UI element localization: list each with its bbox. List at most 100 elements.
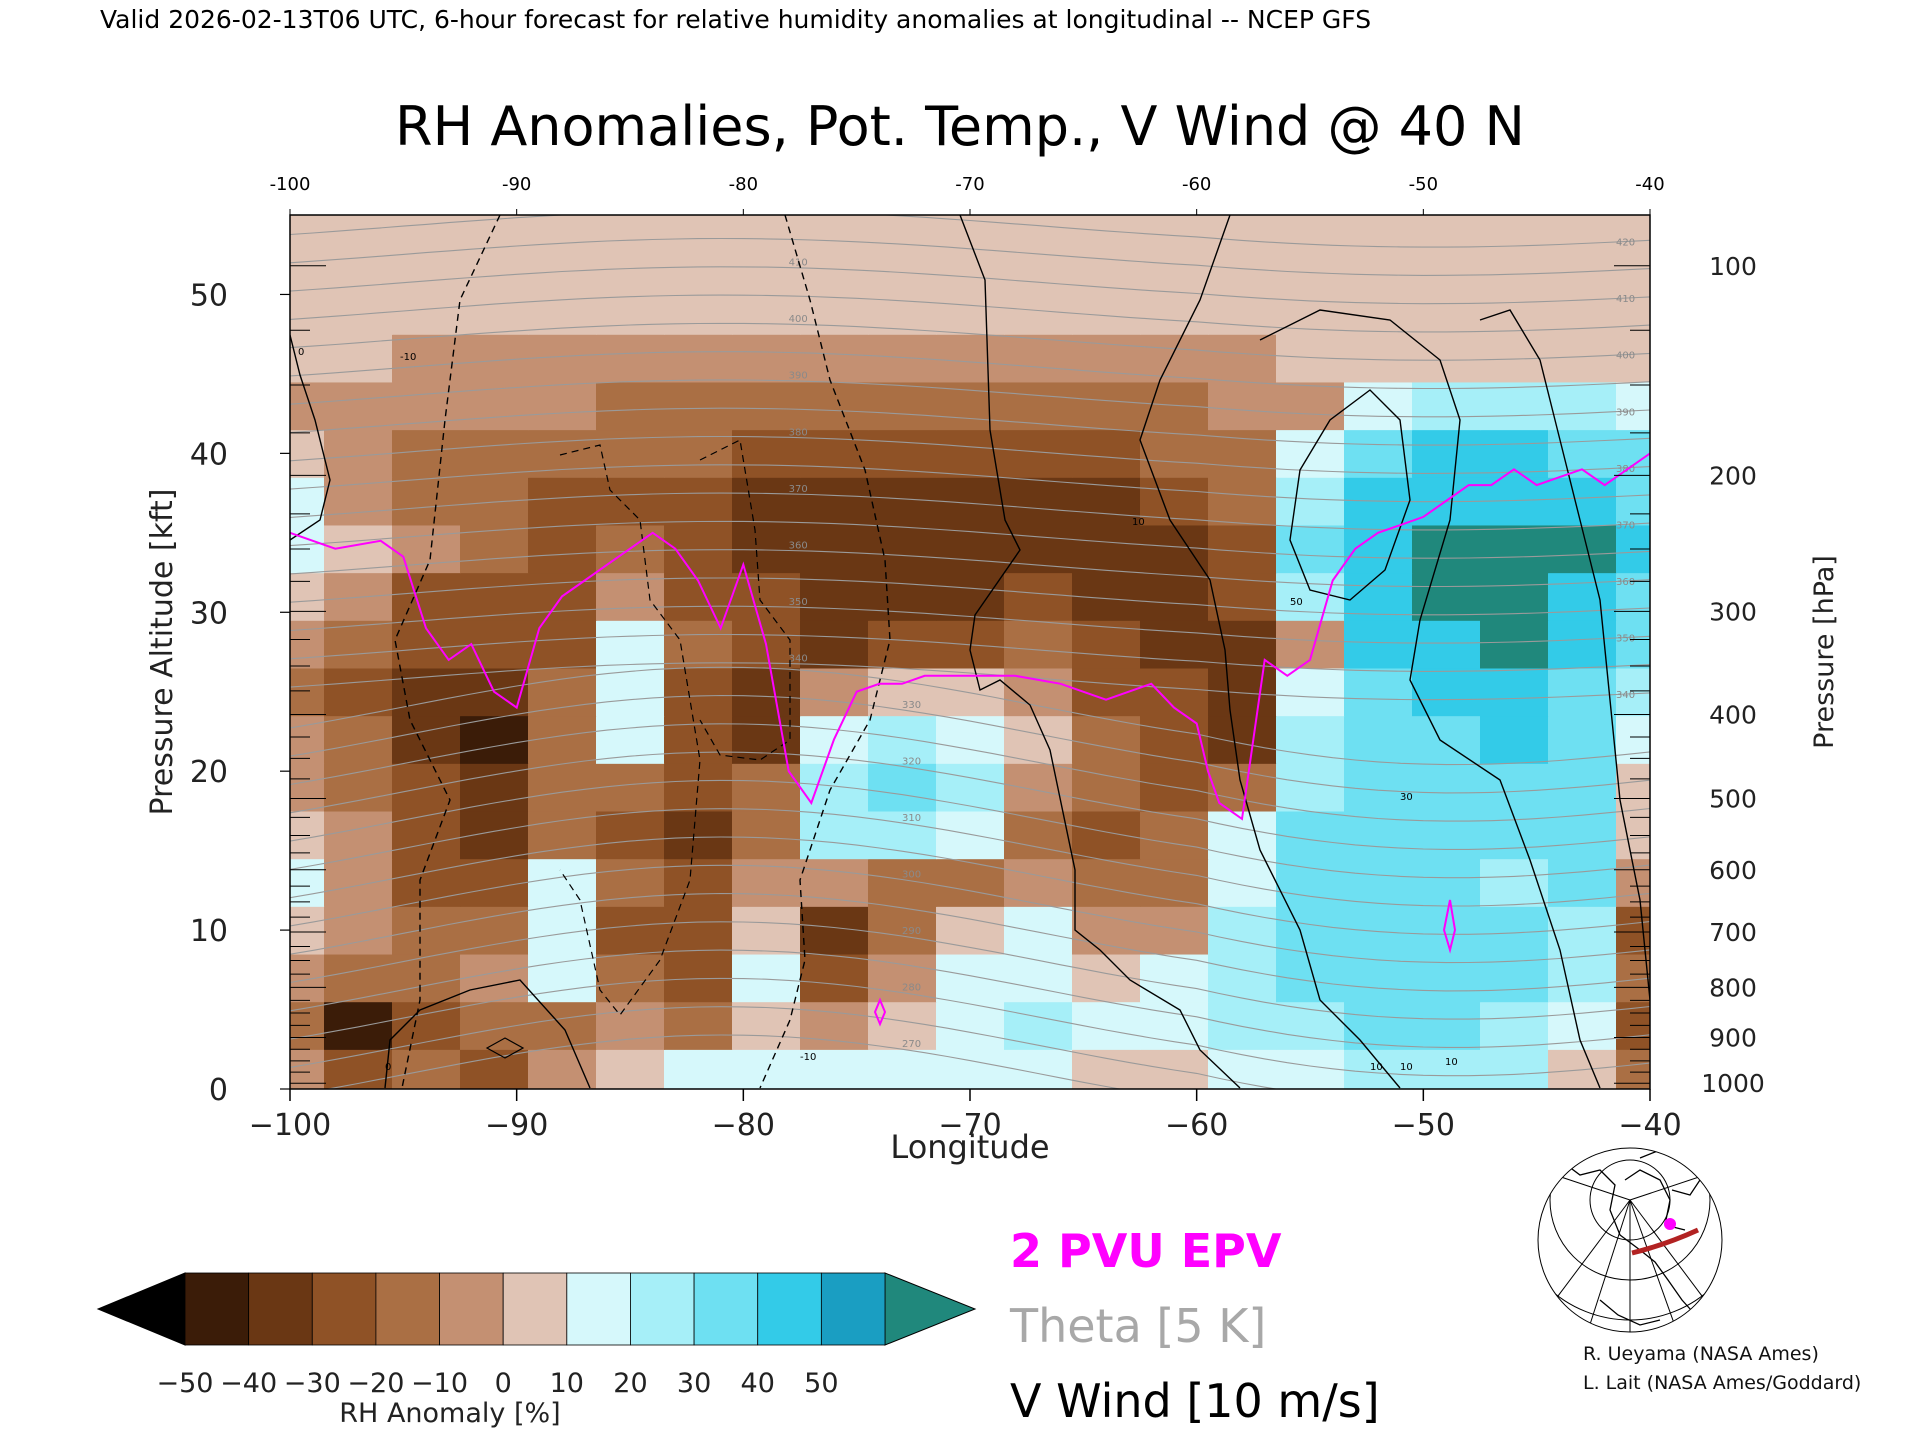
field-cell	[1072, 906, 1141, 955]
field-cell	[290, 572, 325, 621]
theta-contour-line	[290, 949, 1650, 1048]
field-cell	[1412, 620, 1481, 669]
field-cell	[1072, 429, 1141, 478]
field-cell	[290, 1049, 325, 1089]
theta-contour-label: 410	[789, 258, 808, 269]
field-cell	[1208, 429, 1277, 478]
field-cell	[290, 715, 325, 764]
field-cell	[1208, 715, 1277, 764]
field-cell	[1140, 381, 1209, 431]
theta-contour-line	[290, 605, 1650, 644]
field-cell	[1344, 1049, 1413, 1089]
field-cell	[936, 953, 1005, 1003]
colorbar-tick-label: 30	[677, 1368, 711, 1399]
field-cell	[1412, 858, 1481, 907]
field-cell	[1072, 334, 1141, 383]
field-cell	[1344, 572, 1413, 621]
field-cell	[800, 477, 869, 526]
top-x-tick-label: -90	[502, 174, 531, 195]
x-axis-ticks: −100-100−90-90−80-80−70-70−60-60−50-50−4…	[249, 174, 1682, 1143]
x-tick-label: −50	[1392, 1108, 1455, 1143]
valid-time-header: Valid 2026-02-13T06 UTC, 6-hour forecast…	[100, 5, 1371, 34]
theta-contour-label: 270	[902, 1039, 921, 1050]
field-cell	[1140, 715, 1209, 764]
x-axis-label: Longitude	[890, 1128, 1049, 1166]
field-cell	[528, 620, 597, 669]
pressure-tick-label: 400	[1709, 701, 1757, 730]
v-wind-label-g: 30	[1400, 792, 1413, 803]
field-cell	[460, 429, 529, 478]
theta-contour-label: 330	[902, 700, 921, 711]
theta-contour-label: 420	[1616, 238, 1635, 249]
field-cell	[1344, 858, 1413, 907]
field-cell	[936, 906, 1005, 955]
field-cell	[732, 667, 801, 717]
field-cell	[664, 334, 733, 383]
theta-contour-label: 390	[1616, 407, 1635, 418]
field-cell	[1344, 334, 1413, 383]
field-cell	[290, 238, 325, 288]
field-cell	[664, 667, 733, 717]
top-x-tick-label: -70	[955, 174, 984, 195]
x-tick-label: −100	[249, 1108, 331, 1143]
field-cell	[596, 334, 665, 383]
v-wind-contour-neg10-d	[699, 439, 791, 761]
field-cell	[1140, 572, 1209, 621]
field-cell	[732, 810, 801, 860]
field-cell	[528, 334, 597, 383]
field-cell	[596, 858, 665, 907]
field-cell	[324, 763, 393, 812]
field-cell	[1004, 763, 1073, 812]
field-cell	[596, 429, 665, 478]
theta-contour-label: 380	[789, 427, 808, 438]
theta-contour-line	[290, 294, 1650, 333]
field-cell	[1344, 667, 1413, 717]
pressure-tick-label: 200	[1709, 461, 1757, 490]
field-cell	[1548, 715, 1617, 764]
colorbar-swatch	[439, 1272, 504, 1346]
colorbar-swatch	[757, 1272, 822, 1346]
top-x-tick-label: -60	[1182, 174, 1211, 195]
field-cell	[732, 334, 801, 383]
y-tick-label: 10	[190, 914, 228, 949]
field-cell	[800, 334, 869, 383]
top-x-tick-label: -80	[729, 174, 758, 195]
v-wind-label-e: 10	[1132, 517, 1145, 528]
theta-contour-line	[290, 549, 1650, 588]
top-x-tick-label: -100	[270, 174, 311, 195]
field-cell	[732, 906, 801, 955]
field-cell	[1208, 334, 1277, 383]
theta-contour-labels: 270 280 290 300 310 320 330 340 340 350 350 360 360 3…	[789, 238, 1635, 1051]
field-cell	[1412, 429, 1481, 478]
field-cell	[800, 620, 869, 669]
field-cell	[868, 524, 937, 574]
field-cell	[936, 286, 1005, 335]
field-cell	[664, 477, 733, 526]
field-cell	[800, 215, 869, 240]
theta-contour-label: 350	[789, 597, 808, 608]
field-cell	[664, 381, 733, 431]
field-cell	[1004, 1001, 1073, 1050]
field-cell	[1276, 620, 1345, 669]
field-cell	[732, 572, 801, 621]
field-cell	[290, 286, 325, 335]
field-cell	[664, 215, 733, 240]
field-cell	[460, 1049, 529, 1089]
field-cell	[936, 238, 1005, 288]
field-cell	[868, 620, 937, 669]
field-cell	[324, 215, 393, 240]
v-wind-contour-10-b	[1139, 215, 1401, 1089]
field-cell	[1004, 953, 1073, 1003]
theta-contour-line	[290, 1006, 1280, 1089]
v-wind-label-c: 0	[298, 347, 304, 358]
field-cell	[732, 238, 801, 288]
field-cell	[1480, 286, 1549, 335]
map-cross-section-track	[1631, 1227, 1700, 1256]
field-cell	[1616, 763, 1650, 812]
colorbar-swatch	[693, 1272, 759, 1346]
field-cell	[596, 238, 665, 288]
theta-contour-label: 340	[1616, 690, 1635, 701]
field-cell	[1616, 381, 1650, 431]
field-cell	[324, 810, 393, 860]
field-cell	[1276, 763, 1345, 812]
